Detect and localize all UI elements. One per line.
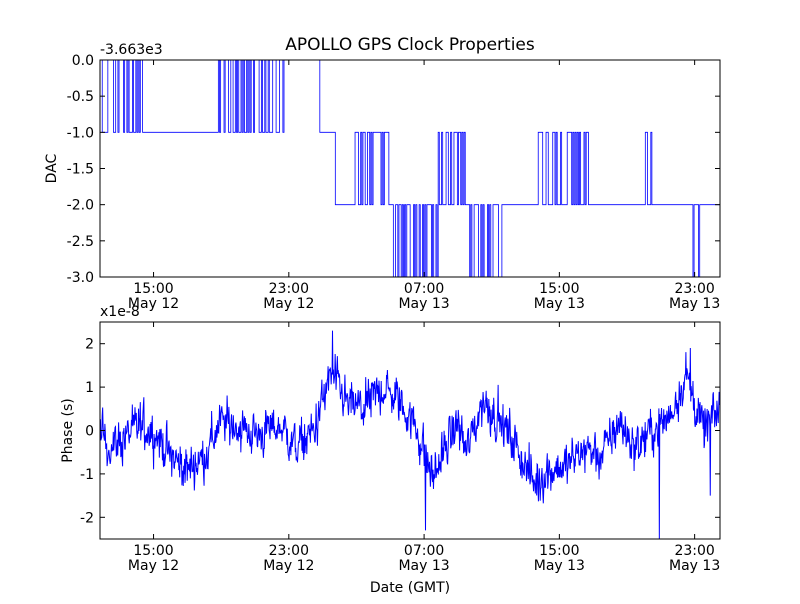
dac-xtick-label: 23:00 [269, 281, 309, 297]
phase-xtick-label: 23:00 [674, 543, 714, 559]
phase-ytick-label: 2 [85, 337, 94, 353]
dac-offset-label: -3.663e3 [100, 42, 163, 58]
dac-xtick-sublabel: May 13 [534, 296, 585, 312]
dac-xtick-label: 15:00 [133, 281, 173, 297]
dac-ytick-label: -2.0 [67, 198, 94, 214]
dac-ytick-label: -2.5 [67, 234, 94, 250]
phase-xtick-sublabel: May 13 [398, 558, 449, 574]
phase-xtick-sublabel: May 13 [534, 558, 585, 574]
phase-xtick-sublabel: May 13 [669, 558, 720, 574]
chart-title: APOLLO GPS Clock Properties [285, 35, 535, 55]
phase-ytick-label: 1 [85, 380, 94, 396]
phase-ylabel: Phase (s) [60, 398, 76, 462]
phase-xtick-label: 23:00 [269, 543, 309, 559]
dac-ytick-label: -3.0 [67, 270, 94, 286]
dac-xtick-sublabel: May 13 [398, 296, 449, 312]
dac-xtick-sublabel: May 12 [128, 296, 179, 312]
phase-offset-label: x1e-8 [100, 304, 140, 320]
phase-series-line [100, 330, 720, 539]
phase-xtick-label: 15:00 [133, 543, 173, 559]
dac-xtick-sublabel: May 13 [669, 296, 720, 312]
dac-xtick-label: 15:00 [539, 281, 579, 297]
dac-ylabel: DAC [44, 153, 60, 183]
phase-ytick-label: -1 [80, 467, 94, 483]
dac-series-line [100, 60, 720, 277]
phase-ytick-label: 0 [85, 424, 94, 440]
dac-ytick-label: -1.0 [67, 125, 94, 141]
dac-xtick-label: 23:00 [674, 281, 714, 297]
phase-xtick-label: 07:00 [404, 543, 444, 559]
dac-ytick-label: -1.5 [67, 162, 94, 178]
phase-xtick-sublabel: May 12 [128, 558, 179, 574]
dac-ytick-label: 0.0 [72, 53, 94, 69]
phase-xtick-label: 15:00 [539, 543, 579, 559]
phase-xtick-sublabel: May 12 [263, 558, 314, 574]
dac-xtick-sublabel: May 12 [263, 296, 314, 312]
dac-xtick-label: 07:00 [404, 281, 444, 297]
dac-ytick-label: -0.5 [67, 89, 94, 105]
phase-ytick-label: -2 [80, 510, 94, 526]
phase-xlabel: Date (GMT) [370, 580, 450, 596]
